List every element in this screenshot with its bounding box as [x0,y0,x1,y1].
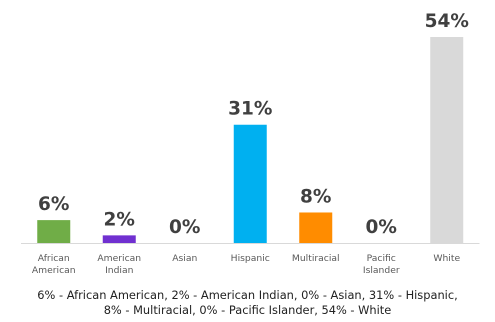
data-label: 0% [366,217,397,238]
category-label: Asian [172,253,197,264]
category-label: White [433,253,460,264]
category-label: Islander [363,265,400,276]
category-label: American [97,253,141,264]
category-label: Hispanic [231,253,270,264]
bar [430,37,464,243]
category-label: Multiracial [292,253,340,264]
data-label: 8% [300,186,331,207]
data-label: 31% [228,99,272,120]
caption-line-1: 6% - African American, 2% - American Ind… [37,288,458,302]
chart-caption: 6% - African American, 2% - American Ind… [0,288,495,318]
bar [37,220,71,243]
category-label: Indian [105,265,134,276]
category-label: Pacific [367,253,396,264]
bar [102,235,136,243]
bar-chart: 6%AfricanAmerican2%AmericanIndian0%Asian… [21,11,480,276]
category-label: American [32,265,76,276]
bar [233,124,267,243]
data-label: 0% [169,217,200,238]
data-label: 6% [38,194,69,215]
bar [299,212,333,243]
caption-line-2: 8% - Multiracial, 0% - Pacific Islander,… [103,303,392,317]
data-label: 54% [425,11,469,32]
category-label: African [38,253,70,264]
data-label: 2% [104,209,135,230]
